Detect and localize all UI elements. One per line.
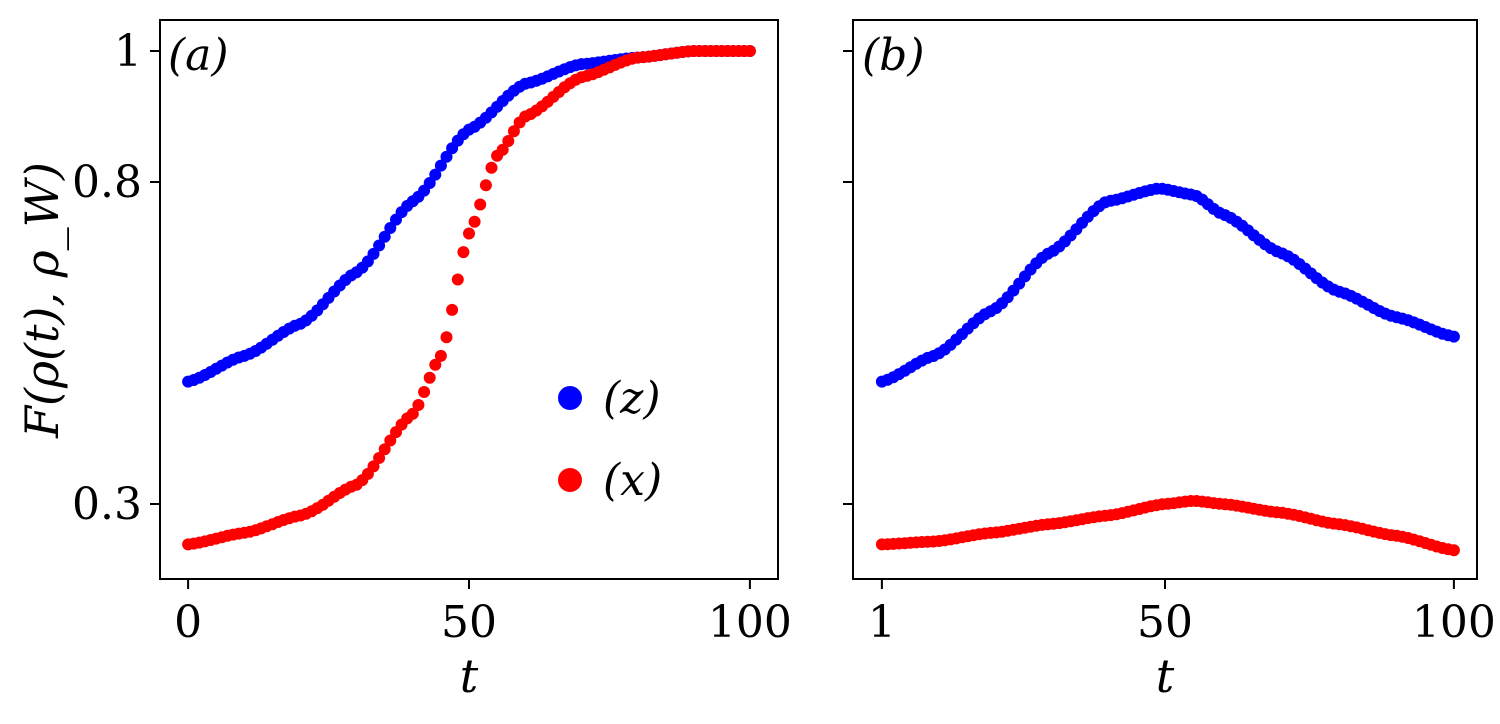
panel-a-label: (a): [168, 30, 229, 81]
legend-marker-z: [558, 386, 582, 410]
x-tick-label: 100: [1412, 597, 1496, 648]
data-point: [502, 135, 515, 147]
y-tick-label: 0.8: [72, 157, 142, 208]
panel-a-axes: 0 50 100 0.3 0.8 1: [72, 26, 792, 648]
y-tick-label: 0.3: [72, 479, 142, 530]
legend: (z) (x): [558, 373, 662, 506]
data-point: [446, 303, 459, 316]
data-point: [378, 443, 391, 456]
series-z: [875, 182, 1460, 388]
data-point: [434, 159, 447, 172]
data-point: [457, 246, 470, 259]
legend-label-z: (z): [603, 373, 661, 424]
data-point: [418, 386, 431, 398]
data-point: [743, 45, 756, 57]
data-point: [451, 273, 464, 286]
x-tick-label: 1: [868, 597, 896, 648]
x-tick-label: 50: [1137, 597, 1193, 648]
data-point: [1447, 544, 1460, 557]
panel-a: 0 50 100 0.3 0.8 1 (a) t F(ρ(t), ρ_W) (z) (x): [15, 19, 792, 703]
panel-b-xlabel: t: [1156, 649, 1175, 703]
panel-b-label: (b): [862, 30, 925, 81]
data-point: [440, 150, 453, 163]
panel-a-frame: [159, 19, 779, 580]
data-point: [423, 371, 436, 384]
panel-b-marks: [875, 182, 1460, 557]
data-point: [485, 161, 498, 174]
data-point: [373, 239, 386, 252]
data-point: [384, 434, 397, 447]
panel-b-axes: 1 50 100: [843, 50, 1496, 648]
x-tick-label: 50: [441, 597, 497, 648]
data-point: [507, 125, 520, 138]
data-point: [474, 198, 487, 211]
data-point: [1447, 330, 1460, 343]
panel-a-marks: [182, 45, 756, 551]
data-point: [496, 143, 509, 156]
panel-a-xlabel: t: [460, 649, 479, 703]
data-point: [412, 399, 425, 411]
series-z: [182, 45, 756, 388]
data-point: [429, 168, 442, 181]
data-point: [384, 222, 397, 234]
data-point: [463, 227, 475, 240]
data-point: [406, 407, 419, 420]
legend-marker-x: [558, 468, 582, 492]
x-tick-label: 100: [708, 597, 792, 648]
panel-b-frame: [852, 19, 1478, 580]
data-point: [429, 358, 442, 371]
series-x: [875, 495, 1460, 557]
data-point: [434, 349, 447, 362]
data-point: [479, 179, 492, 192]
panel-b: 1 50 100 (b) t: [843, 19, 1496, 703]
panel-a-ylabel: F(ρ(t), ρ_W): [15, 162, 69, 439]
legend-label-x: (x): [603, 455, 662, 506]
data-point: [440, 331, 453, 344]
y-tick-label: 1: [114, 26, 142, 77]
series-x: [182, 45, 756, 551]
data-point: [378, 230, 391, 243]
data-point: [373, 452, 386, 464]
data-point: [468, 215, 481, 228]
x-tick-label: 0: [174, 597, 202, 648]
